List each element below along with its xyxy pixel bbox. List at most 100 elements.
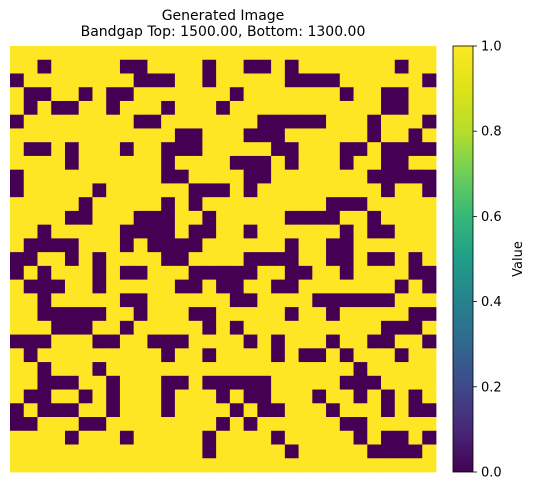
heatmap-cell: [64, 320, 80, 335]
heatmap-cell: [229, 430, 245, 445]
heatmap-cell: [188, 417, 203, 432]
heatmap-cell: [64, 403, 80, 418]
heatmap-cell: [119, 334, 135, 349]
heatmap-cell: [216, 238, 231, 253]
heatmap-cell: [78, 100, 93, 116]
heatmap-cell: [92, 224, 107, 239]
heatmap-cell: [339, 334, 354, 349]
heatmap-cell: [64, 375, 80, 390]
heatmap-cell: [64, 252, 80, 267]
heatmap-cell: [229, 362, 245, 377]
heatmap-cell: [106, 238, 121, 253]
heatmap-cell: [92, 238, 107, 253]
heatmap-cell: [326, 87, 341, 102]
heatmap-cell: [133, 293, 148, 308]
heatmap-cell: [10, 197, 25, 212]
heatmap-cell: [353, 430, 368, 445]
heatmap-cell: [92, 100, 107, 116]
heatmap-cell: [353, 169, 368, 184]
heatmap-cell: [326, 307, 341, 322]
heatmap-cell: [216, 403, 231, 418]
heatmap-cell: [312, 458, 327, 473]
heatmap-cell: [37, 210, 52, 226]
heatmap-cell: [271, 307, 286, 322]
heatmap-cell: [174, 238, 190, 253]
heatmap-cell: [298, 197, 313, 212]
heatmap-cell: [133, 307, 148, 322]
heatmap-cell: [188, 142, 203, 157]
heatmap-cell: [408, 183, 423, 198]
heatmap-cell: [119, 389, 135, 404]
heatmap-cell: [51, 87, 66, 102]
heatmap-cell: [174, 307, 190, 322]
heatmap-cell: [312, 417, 327, 432]
heatmap-cell: [298, 73, 313, 88]
heatmap-cell: [271, 265, 286, 281]
heatmap-cell: [339, 238, 354, 253]
heatmap-cell: [408, 375, 423, 390]
heatmap-cell: [229, 169, 245, 184]
heatmap-cell: [353, 417, 368, 432]
heatmap-cell: [312, 334, 327, 349]
heatmap-cell: [243, 362, 258, 377]
heatmap-cell: [188, 197, 203, 212]
heatmap-cell: [257, 73, 272, 88]
heatmap-cell: [298, 100, 313, 116]
heatmap-cell: [408, 362, 423, 377]
heatmap-cell: [10, 265, 25, 281]
heatmap-cell: [161, 169, 176, 184]
heatmap-cell: [408, 279, 423, 294]
heatmap-cell: [243, 197, 258, 212]
heatmap-cell: [174, 183, 190, 198]
heatmap-cell: [161, 87, 176, 102]
heatmap-cell: [243, 265, 258, 281]
heatmap-cell: [10, 458, 25, 473]
heatmap-cell: [298, 403, 313, 418]
heatmap-cell: [257, 197, 272, 212]
heatmap-cell: [326, 458, 341, 473]
heatmap-cell: [394, 334, 409, 349]
heatmap-cell: [271, 320, 286, 335]
heatmap-cell: [326, 46, 341, 61]
heatmap-cell: [64, 458, 80, 473]
heatmap-cell: [394, 73, 409, 88]
heatmap-cell: [119, 169, 135, 184]
heatmap-cell: [312, 252, 327, 267]
heatmap-cell: [188, 279, 203, 294]
heatmap-cell: [229, 59, 245, 74]
heatmap-cell: [37, 224, 52, 239]
heatmap-cell: [147, 142, 162, 157]
heatmap-cell: [161, 155, 176, 171]
heatmap-cell: [394, 293, 409, 308]
heatmap-cell: [339, 293, 354, 308]
heatmap-cell: [64, 59, 80, 74]
heatmap-cell: [353, 100, 368, 116]
heatmap-cell: [312, 375, 327, 390]
heatmap-cell: [161, 279, 176, 294]
heatmap-cell: [37, 320, 52, 335]
heatmap-cell: [161, 128, 176, 143]
heatmap-cell: [174, 389, 190, 404]
heatmap-cell: [188, 403, 203, 418]
heatmap-cell: [106, 100, 121, 116]
heatmap-cell: [37, 87, 52, 102]
heatmap-cell: [353, 307, 368, 322]
heatmap-cell: [381, 142, 396, 157]
heatmap-cell: [92, 87, 107, 102]
heatmap-cell: [147, 59, 162, 74]
heatmap-cell: [381, 293, 396, 308]
heatmap-cell: [92, 320, 107, 335]
heatmap-cell: [367, 210, 382, 226]
heatmap-cell: [339, 46, 354, 61]
heatmap-cell: [216, 224, 231, 239]
heatmap-cell: [51, 334, 66, 349]
heatmap-cell: [381, 87, 396, 102]
heatmap-cell: [174, 362, 190, 377]
heatmap-cell: [216, 100, 231, 116]
heatmap-cell: [326, 128, 341, 143]
heatmap-cell: [147, 293, 162, 308]
heatmap-cell: [408, 307, 423, 322]
heatmap-cell: [367, 114, 382, 129]
heatmap-cell: [10, 293, 25, 308]
colorbar-tick-label: 0.4: [481, 295, 502, 310]
